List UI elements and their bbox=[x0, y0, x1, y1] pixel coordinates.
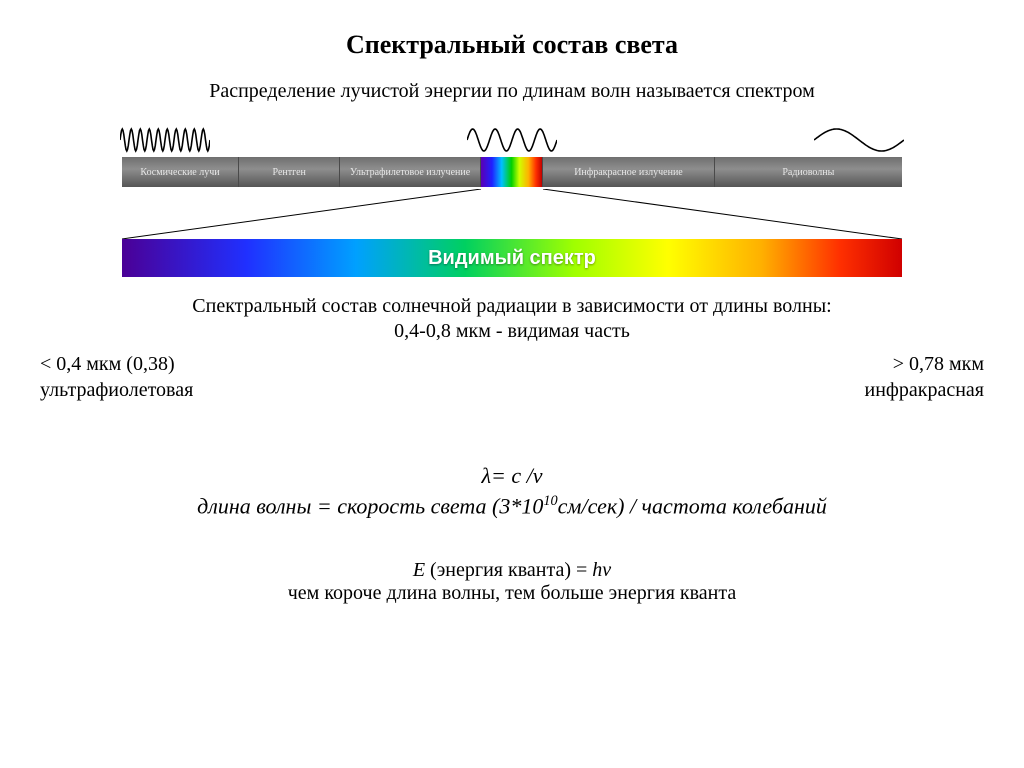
em-segment bbox=[481, 157, 543, 187]
solar-line2: 0,4-0,8 мкм - видимая часть bbox=[40, 320, 984, 343]
formula-desc-exp: 10 bbox=[543, 493, 557, 509]
em-spectrum-bar: Космические лучиРентгенУльтрафилетовое и… bbox=[122, 157, 902, 187]
mid-frequency-wave-icon bbox=[467, 127, 557, 153]
em-segment: Рентген bbox=[239, 157, 340, 187]
low-frequency-wave-icon bbox=[814, 127, 904, 153]
wavelength-formula-desc: длина волны = скорость света (3*1010см/с… bbox=[40, 493, 984, 519]
quantum-eq-lhs: Е bbox=[413, 559, 430, 581]
definition-text: Распределение лучистой энергии по длинам… bbox=[40, 80, 984, 103]
page-title: Спектральный состав света bbox=[40, 30, 984, 60]
projection-lines bbox=[122, 189, 902, 239]
high-frequency-wave-icon bbox=[120, 127, 210, 153]
uv-range-value: < 0,4 мкм (0,38) bbox=[40, 351, 193, 377]
visible-spectrum-bar: Видимый спектр bbox=[122, 239, 902, 277]
uv-range: < 0,4 мкм (0,38) ультрафиолетовая bbox=[40, 351, 193, 403]
em-segment: Ультрафилетовое излучение bbox=[340, 157, 480, 187]
formula-desc-prefix: длина волны = скорость света (3*10 bbox=[197, 493, 543, 518]
em-segment: Инфракрасное излучение bbox=[543, 157, 715, 187]
quantum-eq-rhs: hν bbox=[592, 559, 611, 581]
visible-spectrum-label: Видимый спектр bbox=[428, 247, 596, 270]
ir-range: > 0,78 мкм инфракрасная bbox=[865, 351, 985, 403]
quantum-block: Е (энергия кванта) = hν чем короче длина… bbox=[40, 559, 984, 605]
range-columns: < 0,4 мкм (0,38) ультрафиолетовая > 0,78… bbox=[40, 351, 984, 403]
ir-range-label: инфракрасная bbox=[865, 377, 985, 403]
em-segment: Радиоволны bbox=[715, 157, 902, 187]
ir-range-value: > 0,78 мкм bbox=[865, 351, 985, 377]
quantum-eq-mid: (энергия кванта) = bbox=[430, 559, 592, 581]
uv-range-label: ультрафиолетовая bbox=[40, 377, 193, 403]
wavelength-formula: λ= с /ν bbox=[40, 463, 984, 489]
em-segment: Космические лучи bbox=[122, 157, 239, 187]
formula-desc-suffix: см/сек) / частота колебаний bbox=[558, 493, 827, 518]
solar-line1: Спектральный состав солнечной радиации в… bbox=[40, 295, 984, 318]
quantum-note: чем короче длина волны, тем больше энерг… bbox=[40, 582, 984, 605]
wave-icons-row bbox=[40, 121, 984, 153]
